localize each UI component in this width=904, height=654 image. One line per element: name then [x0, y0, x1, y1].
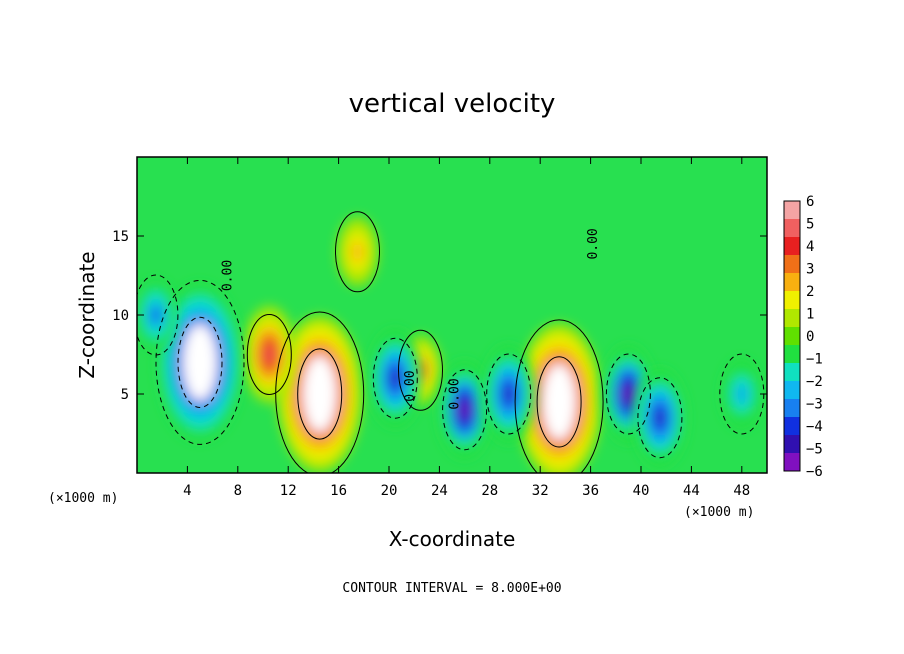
- x-unit-left: (×1000 m): [48, 491, 118, 506]
- x-axis-label: X-coordinate: [389, 527, 516, 551]
- zero-contour: [246, 314, 292, 395]
- x-tick-label: 48: [733, 483, 750, 499]
- colorbar-frame: [783, 200, 801, 472]
- zero-contour: [486, 353, 532, 435]
- downdraft-cell: [482, 346, 535, 442]
- colorbar-swatch: [784, 327, 800, 346]
- colorbar-tick-label: 5: [806, 217, 814, 233]
- y-tick-label: 15: [112, 229, 129, 245]
- downdraft-cell: [369, 330, 422, 427]
- x-tick-label: 20: [381, 483, 398, 499]
- colorbar-swatch: [784, 453, 800, 472]
- zero-contour: [137, 274, 179, 356]
- colorbar-swatch: [784, 309, 800, 328]
- zero-contour: [372, 337, 418, 419]
- chart-title: vertical velocity: [349, 89, 556, 119]
- x-tick-label: 36: [582, 483, 599, 499]
- y-tick-label: 5: [121, 387, 129, 403]
- x-tick-label: 28: [481, 483, 498, 499]
- colorbar-swatch: [784, 417, 800, 436]
- colorbar-swatch: [784, 381, 800, 400]
- colorbar-tick-label: −4: [806, 419, 823, 435]
- updraft-cell: [243, 306, 296, 403]
- zero-contours: 0.00 0.00 0.00 0.00: [137, 211, 765, 473]
- zero-contour: [442, 369, 488, 451]
- colorbar-tick-label: 3: [806, 262, 814, 278]
- contour-value-label: 0.00: [586, 228, 601, 259]
- field-blobs: [137, 217, 762, 473]
- x-tick-label: 40: [633, 483, 650, 499]
- y-axis-label: Z-coordinate: [75, 251, 99, 378]
- colorbar-tick-label: −1: [806, 352, 823, 368]
- contour-value-label: 0.00: [221, 260, 236, 291]
- y-axis-ticks: 5 10 15: [112, 229, 767, 403]
- colorbar-tick-label: 2: [806, 284, 814, 300]
- colorbar-swatch: [784, 345, 800, 364]
- x-axis-ticks: 4 8 12 16 20 24 28 32 36 40 44 48: [183, 157, 750, 499]
- colorbar-swatch: [784, 291, 800, 310]
- x-tick-label: 4: [183, 483, 191, 499]
- downdraft-cell: [721, 360, 762, 428]
- downdraft-cell: [158, 284, 242, 441]
- colorbar-swatch: [784, 363, 800, 382]
- zero-contour: [335, 211, 380, 293]
- colorbar-tick-label: −3: [806, 397, 823, 413]
- colorbar-tick-label: 6: [806, 194, 814, 210]
- zero-contour: [514, 319, 604, 473]
- colorbar-tick-label: 1: [806, 307, 814, 323]
- colorbar-tick-label: −6: [806, 464, 823, 480]
- downdraft-cell: [633, 369, 686, 466]
- y-tick-label: 10: [112, 308, 129, 324]
- zero-contour: [275, 311, 365, 473]
- colorbar-swatch: [784, 255, 800, 274]
- downdraft-cell: [137, 281, 176, 349]
- zero-contour: [605, 353, 651, 435]
- x-tick-label: 16: [330, 483, 347, 499]
- zero-contour: [155, 279, 245, 445]
- colorbar-tick-label: 0: [806, 329, 814, 345]
- colorbar-swatch: [784, 219, 800, 238]
- x-tick-label: 24: [431, 483, 448, 499]
- zero-contour: [637, 377, 683, 459]
- colorbar-swatch: [784, 399, 800, 418]
- contour-value-label: 0.00: [447, 378, 462, 409]
- inner-contour: [536, 356, 582, 448]
- zero-contour: [398, 329, 443, 411]
- colorbar-tick-label: −5: [806, 442, 823, 458]
- downdraft-cell: [438, 361, 491, 458]
- contour-value-label: 0.00: [403, 370, 418, 401]
- x-tick-label: 12: [280, 483, 297, 499]
- colorbar-swatch: [784, 273, 800, 292]
- inner-contour: [177, 316, 223, 408]
- updraft-cell: [277, 316, 362, 472]
- plot-area: 0.00 0.00 0.00 0.00: [137, 157, 767, 473]
- colorbar-swatch: [784, 435, 800, 454]
- x-unit-right: (×1000 m): [684, 505, 754, 520]
- x-tick-label: 32: [532, 483, 549, 499]
- contour-interval: CONTOUR INTERVAL = 8.000E+00: [342, 581, 561, 596]
- colorbar-tick-label: −2: [806, 374, 823, 390]
- x-tick-label: 8: [234, 483, 242, 499]
- updraft-cell: [517, 323, 602, 473]
- colorbar: 6 5 4 3 2 1 0 −1 −2 −3 −4 −5 −6: [783, 194, 823, 480]
- x-tick-label: 44: [683, 483, 700, 499]
- inner-contour: [297, 348, 343, 440]
- updraft-cell: [337, 217, 378, 286]
- colorbar-swatch: [784, 237, 800, 256]
- colorbar-swatch: [784, 201, 800, 220]
- colorbar-tick-label: 4: [806, 239, 814, 255]
